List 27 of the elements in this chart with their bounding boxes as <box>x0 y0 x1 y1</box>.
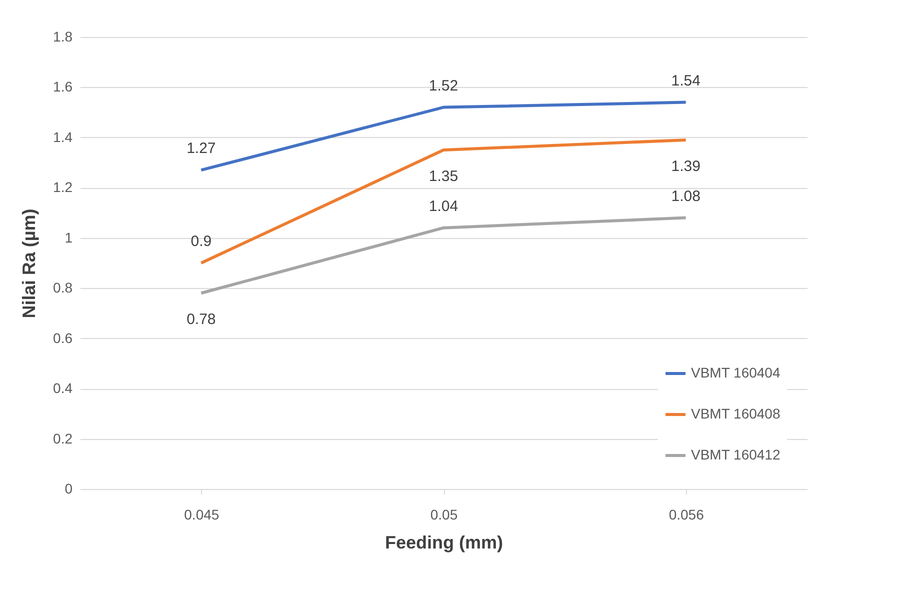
data-label: 1.04 <box>428 198 458 215</box>
y-tick-label: 0 <box>64 480 73 496</box>
y-tick-label: 0.4 <box>53 380 73 396</box>
data-label: 0.78 <box>186 311 216 328</box>
data-label: 0.9 <box>190 233 212 250</box>
data-label: 1.52 <box>428 77 458 94</box>
data-label: 1.08 <box>671 188 700 205</box>
legend-label: VBMT 160412 <box>691 446 780 462</box>
x-axis-title: Feeding (mm) <box>384 532 504 552</box>
y-tick-label: 1.8 <box>53 28 73 44</box>
y-tick-label: 1 <box>64 229 73 246</box>
x-tick-label: 0.056 <box>668 506 704 522</box>
data-label: 1.35 <box>428 168 458 185</box>
legend-label: VBMT 160404 <box>691 364 780 380</box>
data-label: 1.27 <box>186 140 216 158</box>
y-tick-label: 0.6 <box>53 330 73 346</box>
y-tick-label: 1.2 <box>53 179 73 196</box>
y-axis-title: Nilai Ra (µm) <box>19 208 40 318</box>
data-label: 1.39 <box>671 158 700 175</box>
data-label: 1.54 <box>671 72 700 90</box>
y-tick-label: 0.8 <box>53 280 73 296</box>
y-tick-label: 1.6 <box>53 78 73 95</box>
y-tick-label: 0.2 <box>53 430 73 446</box>
x-tick-label: 0.05 <box>430 506 458 522</box>
legend-label: VBMT 160408 <box>691 406 780 422</box>
y-tick-label: 1.4 <box>53 128 73 145</box>
x-tick-label: 0.045 <box>184 506 220 522</box>
